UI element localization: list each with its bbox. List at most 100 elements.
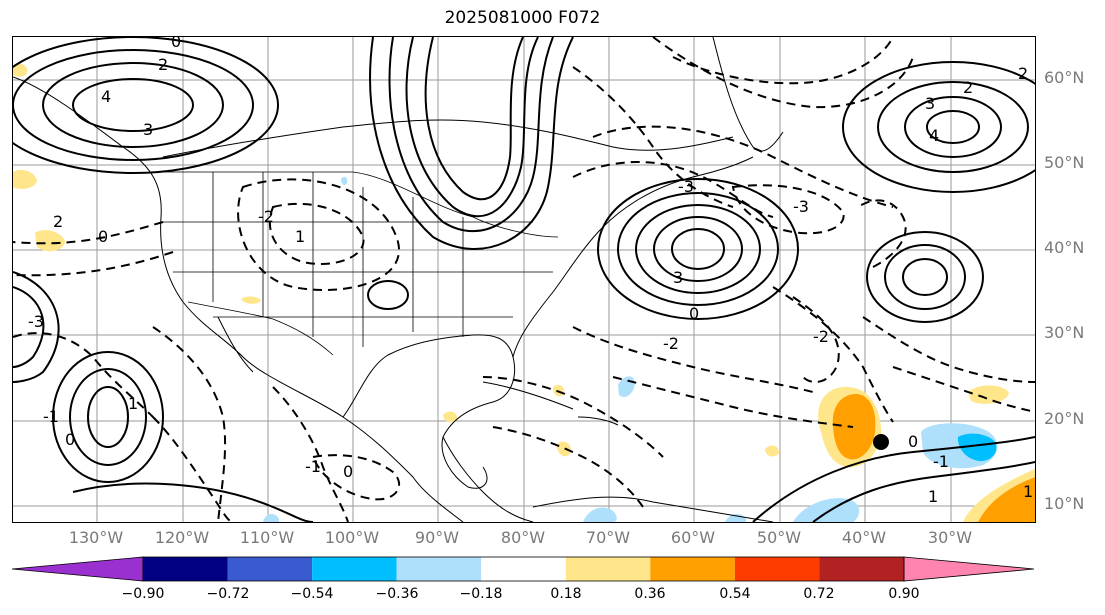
contour-label: 1	[128, 394, 138, 413]
shading-blue-east-atlantic	[957, 433, 997, 462]
shading-yellow-mexico	[241, 296, 261, 304]
shading-yellow-pacific-3	[35, 230, 65, 252]
contour-labels: 0 2 4 3 1 -1 -2 -3 0 2 3 4 2 3 0 1 -1 -2…	[28, 37, 1033, 506]
contour-label: -1	[933, 452, 949, 471]
latitude-label: 40°N	[1044, 238, 1085, 257]
colorbar-tick-label: −0.90	[121, 586, 165, 602]
colorbar-tick-label: −0.36	[375, 586, 419, 602]
contour-label: 3	[925, 94, 935, 113]
latitude-label: 60°N	[1044, 68, 1085, 87]
colorbar-segment	[312, 557, 397, 581]
contour-label: 0	[171, 37, 181, 51]
shaded-fields	[13, 63, 1035, 522]
contour-east-atlantic-low-lat	[812, 461, 1035, 522]
contour-label: 1	[1023, 482, 1033, 501]
latitude-label: 20°N	[1044, 409, 1085, 428]
shading-yellow-southeast	[963, 469, 1035, 522]
contour-label: -2	[663, 334, 679, 353]
colorbar-tick-label: 0.90	[888, 586, 920, 602]
colorbar-segments	[11, 556, 1035, 582]
contour-neg-west	[13, 221, 164, 245]
baja-california	[217, 316, 254, 373]
longitude-label: 130°W	[68, 528, 124, 547]
greenland-south	[712, 37, 784, 152]
political-borders	[163, 171, 559, 356]
contour-neg-mexico	[272, 386, 349, 522]
canadian-arctic-coast	[162, 119, 734, 158]
latitude-label: 10°N	[1044, 494, 1085, 513]
state-lines-1	[212, 172, 464, 347]
latitude-label: 50°N	[1044, 153, 1085, 172]
shading-lightblue-south-3	[725, 513, 746, 522]
shading-lightblue-south-2	[583, 507, 617, 522]
contour-neg-caribbean	[482, 376, 664, 458]
contour-label: 4	[101, 87, 111, 106]
latitude-label: 30°N	[1044, 323, 1085, 342]
colorbar-segment	[819, 557, 904, 581]
contour-label: 0	[343, 462, 353, 481]
contour-neg-atlantic-mid	[792, 296, 840, 383]
shading-yellow-pacific-2	[13, 169, 37, 189]
contour-label: -2	[258, 207, 274, 226]
longitude-label: 50°W	[756, 528, 802, 547]
contour-neg-northeast	[572, 66, 734, 208]
contour-label: 0	[98, 227, 108, 246]
colorbar-tick-label: 0.18	[550, 586, 582, 602]
contour-label: 4	[929, 126, 939, 145]
contour-high-nw-pacific	[72, 78, 194, 132]
contour-label: 0	[908, 432, 918, 451]
longitude-label: 110°W	[239, 528, 295, 547]
map-canvas: 0 2 4 3 1 -1 -2 -3 0 2 3 4 2 3 0 1 -1 -2…	[13, 37, 1035, 522]
colorbar-segment	[481, 557, 566, 581]
contour-label: -1	[305, 457, 321, 476]
contour-neg-far-east	[892, 366, 1035, 413]
longitude-label: 120°W	[154, 528, 210, 547]
contour-label: 2	[158, 55, 168, 74]
colorbar-tick-label: 0.72	[803, 586, 835, 602]
contour-label: 2	[1018, 64, 1028, 83]
negative-contours	[13, 37, 1035, 522]
contour-label: 3	[673, 268, 683, 287]
contour-label: -2	[813, 327, 829, 346]
storm-center-dot	[873, 434, 889, 450]
south-america-north-coast	[532, 496, 774, 522]
contour-neg-north-atlantic	[672, 37, 894, 85]
contour-west-pacific-edge	[13, 286, 45, 368]
longitude-label: 70°W	[585, 528, 631, 547]
hispaniola	[577, 416, 619, 426]
contour-neg-central-us	[268, 202, 365, 266]
colorbar-tick-label: −0.18	[459, 586, 503, 602]
shading-yellow-gulf	[443, 411, 458, 423]
contour-label: 0	[65, 430, 75, 449]
longitude-label: 100°W	[324, 528, 380, 547]
shading-lightblue-south-4	[263, 513, 279, 522]
coastlines	[13, 37, 784, 522]
longitude-label: 90°W	[414, 528, 460, 547]
shading-orange-southeast	[978, 477, 1035, 522]
contour-high-southwest	[367, 280, 409, 310]
shading-yellow-pacific-1	[13, 63, 28, 77]
contour-high-central-atlantic	[902, 258, 948, 296]
shading-yellow-caribbean-2	[556, 441, 571, 457]
contour-label: -3	[678, 177, 694, 196]
contour-label: 2	[53, 212, 63, 231]
contour-neg-atlantic-3	[731, 184, 845, 235]
positive-contours	[13, 37, 1035, 522]
colorbar-outline	[142, 556, 905, 582]
colorbar-segment	[565, 557, 651, 581]
contour-label: -3	[793, 197, 809, 216]
contour-south-pacific	[72, 482, 314, 522]
shading-lightblue-canada	[341, 176, 348, 186]
contour-trough-east-canada-1	[388, 37, 554, 233]
longitude-label: 60°W	[670, 528, 716, 547]
contour-label: -3	[28, 312, 44, 331]
colorbar-tick-label: −0.72	[206, 586, 250, 602]
central-america	[442, 436, 534, 522]
colorbar-segment	[11, 556, 144, 582]
contour-label: 1	[295, 227, 305, 246]
colorbar-segment	[650, 557, 735, 581]
shading-yellow-west-atlantic-small	[968, 385, 1009, 404]
shading-lightblue-south-1	[793, 498, 860, 522]
gulf-of-mexico-coast	[342, 334, 516, 489]
contour-label: -1	[43, 407, 59, 426]
